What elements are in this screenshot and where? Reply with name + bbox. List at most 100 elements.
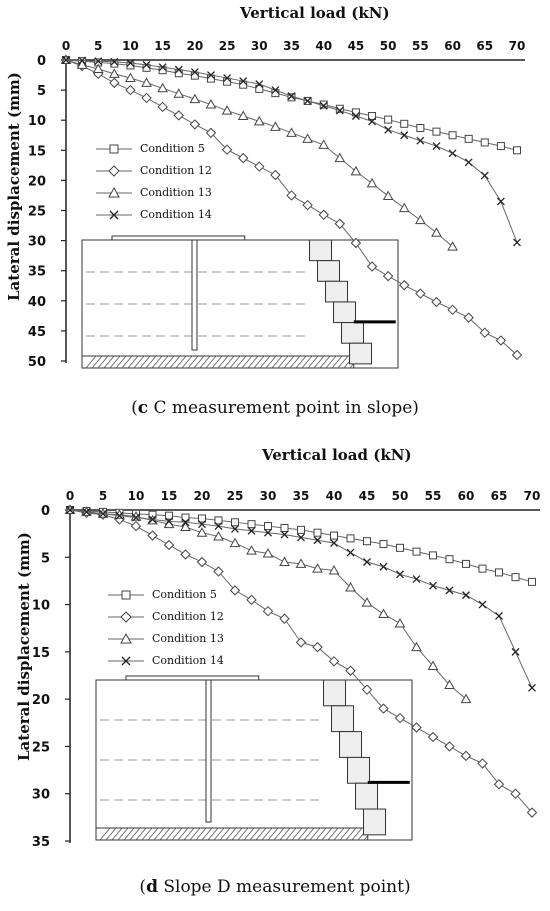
data-point (198, 520, 206, 529)
legend-swatch (96, 210, 132, 220)
data-point (302, 199, 313, 211)
data-point (431, 227, 442, 237)
legend-swatch (108, 611, 144, 623)
hatch-line (97, 355, 109, 369)
hatch-line (187, 355, 199, 369)
data-point (264, 522, 272, 531)
hatch-line (289, 355, 301, 369)
x-tick-label: 55 (412, 39, 429, 53)
data-point (378, 703, 389, 714)
y-tick-label: 35 (28, 265, 46, 280)
retaining-block (363, 808, 387, 836)
data-point (141, 77, 152, 87)
legend-label: Condition 12 (152, 610, 224, 623)
data-point (511, 647, 520, 656)
hatch-line (213, 827, 225, 841)
hatch-line (337, 355, 349, 369)
x-axis-title: Vertical load (kN) (240, 4, 390, 22)
data-point (379, 562, 388, 571)
y-tick-label: 25 (28, 205, 46, 220)
caption-label: c (137, 398, 149, 418)
x-tick-label: 70 (509, 39, 526, 53)
hatch-line (183, 827, 195, 841)
data-point (460, 750, 472, 762)
data-point (297, 533, 305, 542)
data-point (231, 518, 239, 527)
data-point (62, 56, 70, 64)
data-point (379, 540, 388, 549)
hatch-line (229, 355, 241, 369)
data-point (350, 165, 362, 176)
data-point (396, 570, 404, 579)
data-point (125, 84, 136, 96)
y-tick-label: 0 (37, 54, 46, 69)
data-point (361, 684, 373, 695)
hatch-line (243, 827, 255, 841)
caption-c: (c C measurement point in slope) (131, 398, 419, 418)
data-point (142, 60, 151, 69)
legend-swatch (96, 186, 132, 198)
hatch-line (189, 827, 201, 841)
data-point (223, 77, 232, 86)
hatch-line (159, 827, 171, 841)
hatch-line (165, 827, 177, 841)
data-point (165, 517, 173, 526)
data-point (480, 171, 489, 180)
x-tick-label: 40 (315, 39, 332, 53)
data-point (528, 683, 536, 692)
caption-text: C measurement point in slope (148, 398, 413, 418)
data-point (511, 349, 523, 361)
y-tick-label: 40 (28, 295, 46, 310)
data-point (92, 63, 104, 74)
retaining-block (339, 731, 363, 758)
data-point (318, 209, 329, 220)
data-point (345, 582, 356, 592)
data-point (496, 197, 505, 206)
data-point (247, 520, 256, 529)
legend-label: Condition 14 (152, 654, 224, 667)
data-point (366, 261, 378, 272)
data-point (173, 88, 185, 98)
hatch-line (201, 827, 213, 841)
data-point (368, 117, 376, 126)
data-point (513, 146, 521, 155)
data-point (213, 566, 224, 577)
load-plate (125, 675, 260, 681)
y-tick-label: 20 (28, 174, 46, 189)
data-point (464, 158, 473, 167)
data-point (229, 585, 241, 596)
y-tick-label: 30 (32, 788, 50, 803)
x-tick-label: 30 (251, 39, 268, 53)
data-point (447, 304, 458, 316)
hatch-line (259, 355, 271, 369)
legend-label: Condition 5 (152, 588, 217, 601)
data-point (510, 788, 521, 799)
hatch-line (109, 355, 121, 369)
x-tick-label: 40 (326, 489, 343, 503)
data-point (270, 169, 281, 181)
data-point (174, 69, 183, 78)
retaining-block (331, 705, 355, 733)
hatch-line (195, 827, 207, 841)
hatch-line (105, 827, 117, 841)
x-tick-label: 10 (128, 489, 145, 503)
data-point (328, 565, 340, 575)
retaining-block (323, 679, 347, 707)
x-tick-label: 5 (94, 39, 102, 53)
hatch-line (163, 355, 175, 369)
x-tick-label: 0 (66, 489, 74, 503)
data-point (302, 133, 313, 143)
x-tick-label: 10 (122, 39, 139, 53)
hatch-line (199, 355, 211, 369)
data-point (255, 84, 264, 93)
data-point (110, 59, 119, 68)
pile (191, 239, 198, 351)
data-point (207, 71, 215, 80)
data-point (447, 241, 458, 251)
hatch-line (103, 355, 115, 369)
hatch-line (117, 827, 129, 841)
y-tick-label: 0 (41, 504, 50, 519)
data-point (463, 312, 474, 323)
hatch-line (303, 827, 315, 841)
x-tick-label: 45 (348, 39, 365, 53)
